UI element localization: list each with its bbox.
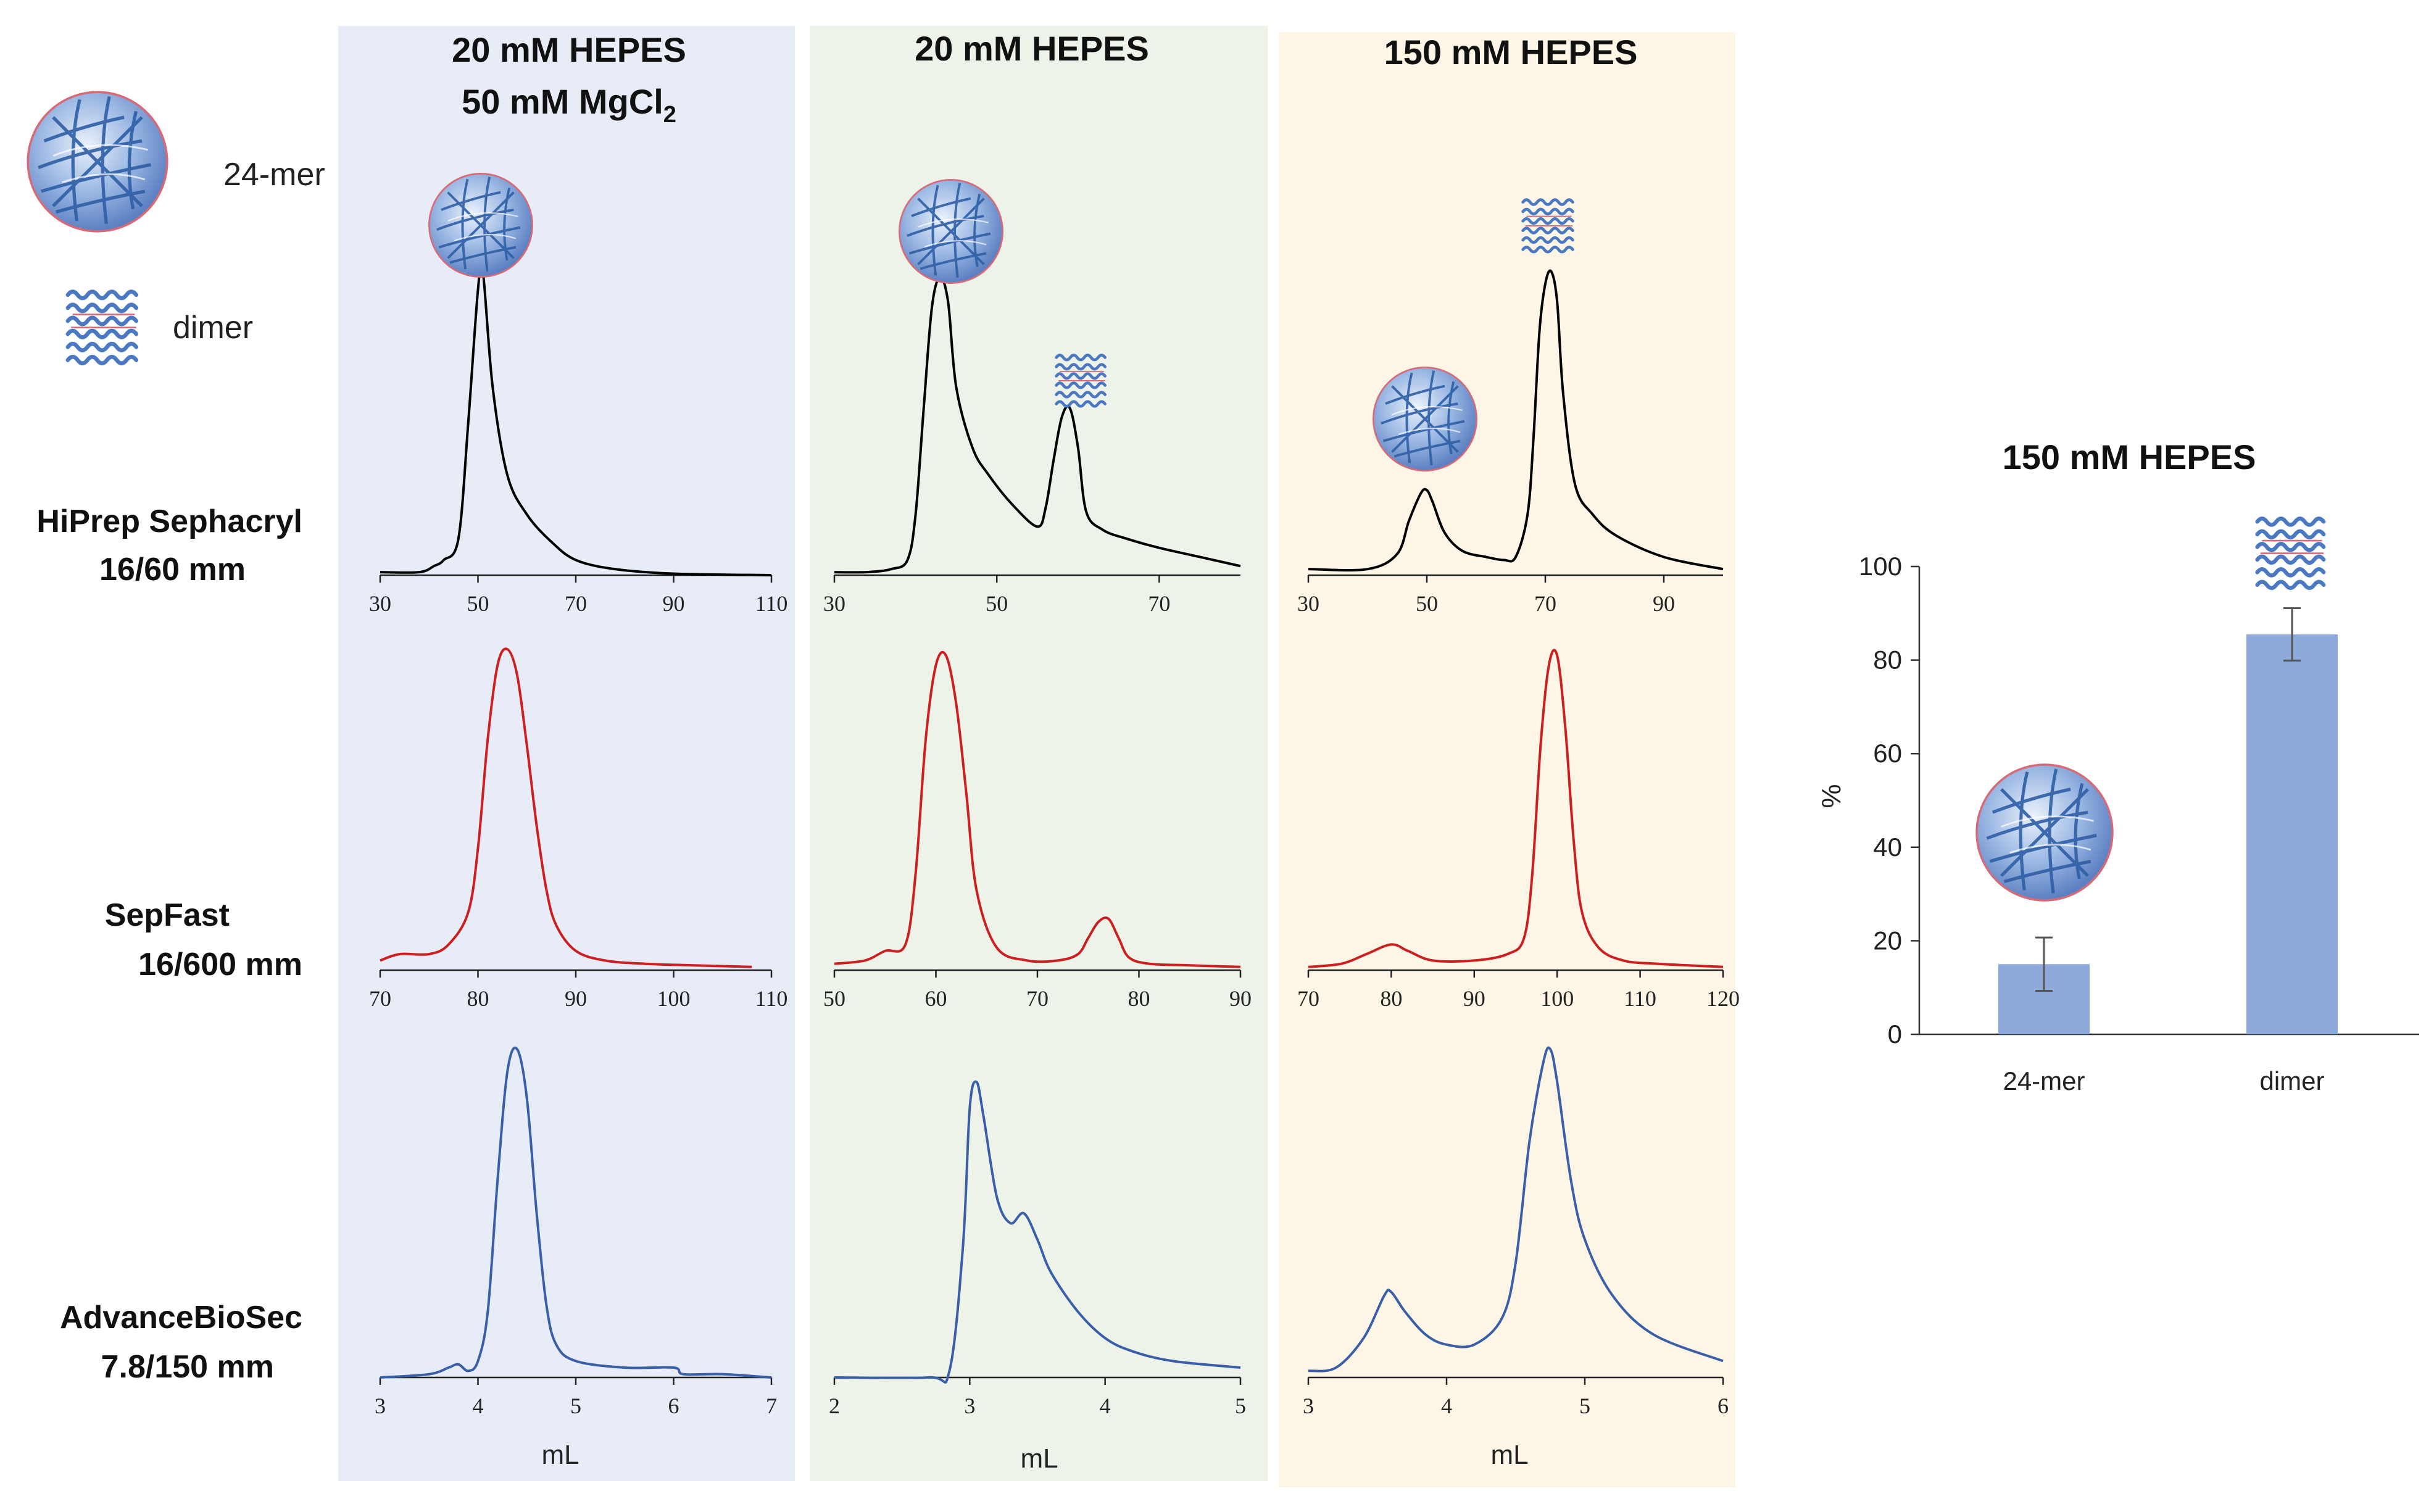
x-tick-label-advancebiosec-150mm: 5 [1579,1394,1590,1418]
trace-sepfast-20mm [834,650,1241,968]
column-header-20mm: 20 mM HEPES [915,29,1149,68]
chromatogram-sepfast-20mm: 50 60 70 80 90 [823,650,1252,1011]
x-tick-label-advancebiosec-20mm: 5 [1235,1394,1246,1418]
x-tick-label-sepfast-mgcl2: 80 [467,986,489,1011]
x-tick-label-hiprep-150mm: 30 [1297,591,1319,616]
bar-chart-ylabel: % [1816,784,1846,808]
x-tick-label-hiprep-150mm: 50 [1416,591,1438,616]
xlabel-20mm: mL [1020,1443,1058,1474]
row-label-advancebiosec-line2: 7.8/150 mm [101,1349,274,1385]
row-label-hiprep-line2: 16/60 mm [99,552,246,588]
column-panel-150mm [1279,32,1735,1487]
chromatogram-advancebiosec-150mm: 3 4 5 6 [1303,1046,1729,1418]
x-tick-label-sepfast-mgcl2: 90 [565,986,587,1011]
bar-y-tick-label: 100 [1859,552,1902,581]
legend-24mer-icon [28,92,167,231]
xlabel-mgcl2: mL [541,1440,579,1470]
x-tick-label-sepfast-150mm: 100 [1540,986,1574,1011]
x-tick-label-sepfast-mgcl2: 70 [369,986,391,1011]
bar-category-label-24-mer: 24-mer [2003,1066,2085,1095]
x-tick-label-advancebiosec-mgcl2: 5 [570,1394,581,1418]
bar-y-tick-label: 80 [1873,646,1902,675]
x-tick-label-advancebiosec-20mm: 2 [829,1394,840,1418]
chromatogram-sepfast-mgcl2: 70 80 90 100 110 [369,647,788,1011]
peak-icon-24mer-150mm [1372,366,1478,472]
x-tick-label-hiprep-150mm: 70 [1534,591,1556,616]
bar-icon-dimer [2257,518,2324,588]
x-tick-label-advancebiosec-mgcl2: 4 [473,1394,484,1418]
column-panel-mgcl2 [338,26,795,1481]
x-tick-label-sepfast-mgcl2: 100 [657,986,691,1011]
chromatogram-hiprep-20mm: 30 50 70 [823,276,1241,616]
bar-category-label-dimer: dimer [2259,1066,2324,1095]
peak-icon-24mer-mgcl2 [428,172,534,278]
row-label-sepfast-line1: SepFast [105,897,230,933]
x-tick-label-sepfast-150mm: 80 [1380,986,1402,1011]
trace-sepfast-150mm [1308,649,1724,968]
x-tick-label-hiprep-mgcl2: 90 [663,591,685,616]
trace-advancebiosec-150mm [1308,1046,1724,1373]
x-tick-label-hiprep-20mm: 50 [986,591,1008,616]
trace-hiprep-150mm [1308,269,1724,571]
row-label-hiprep-line1: HiPrep Sephacryl [36,504,302,539]
x-tick-label-advancebiosec-150mm: 3 [1303,1394,1314,1418]
x-tick-label-sepfast-20mm: 70 [1026,986,1049,1011]
x-tick-label-sepfast-20mm: 50 [823,986,845,1011]
bar-y-tick-label: 20 [1873,926,1902,955]
legend-dimer-label: dimer [173,310,253,346]
x-tick-label-sepfast-20mm: 60 [925,986,947,1011]
row-label-sepfast-line2: 16/600 mm [138,947,302,982]
legend-24mer-label: 24-mer [223,157,325,193]
x-tick-label-hiprep-mgcl2: 70 [565,591,587,616]
trace-advancebiosec-mgcl2 [380,1046,772,1379]
column-header-mgcl2-main: 50 mM MgCl [462,82,663,121]
bar-y-tick-label: 60 [1873,739,1902,768]
x-tick-label-sepfast-20mm: 90 [1229,986,1252,1011]
chromatogram-hiprep-mgcl2: 30 50 70 90 110 [369,262,788,616]
legend-dimer-icon [68,292,136,363]
x-tick-label-hiprep-150mm: 90 [1653,591,1675,616]
x-tick-label-sepfast-150mm: 90 [1463,986,1485,1011]
trace-hiprep-20mm [834,276,1241,574]
trace-hiprep-mgcl2 [380,262,772,576]
chromatogram-advancebiosec-20mm: 2 3 4 5 [829,1080,1246,1418]
peak-icon-24mer-20mm [898,178,1004,285]
x-tick-label-advancebiosec-mgcl2: 7 [766,1394,777,1418]
chromatogram-advancebiosec-mgcl2: 3 4 5 6 7 [375,1046,777,1418]
trace-sepfast-mgcl2 [380,647,752,968]
bar-chart: 0 20 40 60 80 100 24-mer dimer [1859,552,2419,1095]
column-header-mgcl2-line1: 20 mM HEPES [452,30,686,69]
xlabel-150mm: mL [1490,1440,1528,1470]
bar-y-tick-label: 0 [1888,1020,1902,1049]
bar-icon-24mer [1977,765,2112,900]
column-header-mgcl2-subscript: 2 [663,102,676,128]
bar-dimer [2246,634,2338,1034]
x-tick-label-sepfast-150mm: 70 [1297,986,1319,1011]
column-header-mgcl2-line2: 50 mM MgCl2 [462,82,676,128]
trace-advancebiosec-20mm [834,1080,1241,1384]
x-tick-label-hiprep-mgcl2: 110 [755,591,788,616]
x-tick-label-hiprep-20mm: 30 [823,591,845,616]
x-tick-label-sepfast-150mm: 120 [1706,986,1740,1011]
x-tick-label-advancebiosec-150mm: 6 [1718,1394,1729,1418]
chromatogram-hiprep-150mm: 30 50 70 90 [1297,269,1724,616]
x-tick-label-hiprep-20mm: 70 [1148,591,1170,616]
chromatogram-sepfast-150mm: 70 80 90 100 110 120 [1297,649,1740,1011]
bar-chart-title: 150 mM HEPES [2003,438,2256,476]
x-tick-label-sepfast-mgcl2: 110 [755,986,788,1011]
x-tick-label-sepfast-20mm: 80 [1128,986,1150,1011]
x-tick-label-hiprep-mgcl2: 30 [369,591,391,616]
x-tick-label-advancebiosec-mgcl2: 6 [668,1394,679,1418]
x-tick-label-sepfast-150mm: 110 [1624,986,1656,1011]
x-tick-label-advancebiosec-150mm: 4 [1441,1394,1452,1418]
bar-y-tick-label: 40 [1873,833,1902,862]
row-label-advancebiosec-line1: AdvanceBioSec [60,1300,302,1335]
x-tick-label-advancebiosec-20mm: 3 [964,1394,975,1418]
column-header-150mm: 150 mM HEPES [1384,33,1638,72]
column-panel-20mm [810,26,1268,1481]
x-tick-label-hiprep-mgcl2: 50 [467,591,489,616]
x-tick-label-advancebiosec-20mm: 4 [1100,1394,1111,1418]
x-tick-label-advancebiosec-mgcl2: 3 [375,1394,386,1418]
